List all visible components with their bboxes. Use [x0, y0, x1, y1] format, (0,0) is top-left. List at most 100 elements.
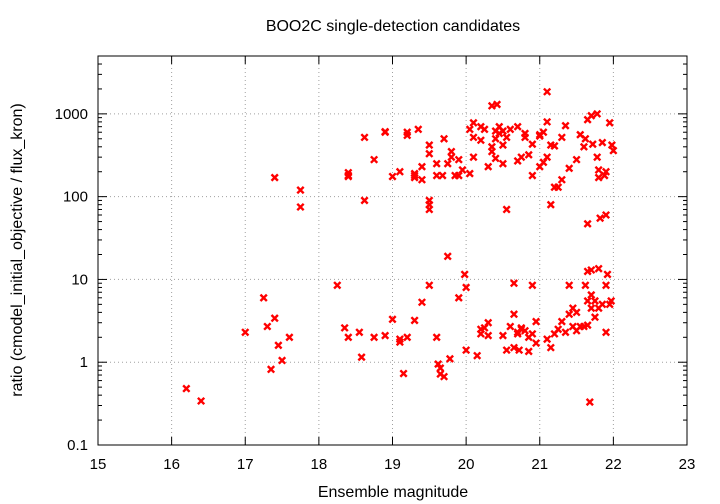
data-point	[561, 328, 570, 337]
data-point	[532, 339, 541, 348]
x-axis-label: Ensemble magnitude	[318, 484, 468, 501]
data-point	[596, 214, 605, 223]
data-point	[480, 125, 489, 134]
data-point	[417, 298, 426, 307]
data-point	[381, 331, 390, 340]
data-point	[554, 325, 563, 334]
data-point	[388, 315, 397, 324]
data-point	[587, 290, 596, 299]
data-point	[601, 167, 611, 176]
data-point	[498, 127, 507, 136]
data-point	[370, 333, 379, 342]
data-point	[410, 169, 419, 178]
data-point	[443, 252, 452, 261]
data-point	[439, 372, 449, 381]
data-point	[414, 125, 423, 134]
data-point	[278, 356, 287, 365]
data-point	[357, 353, 366, 362]
y-axis-label: ratio (cmodel_initial_objective / flux_k…	[9, 103, 26, 396]
data-point	[270, 314, 279, 323]
data-point	[454, 293, 463, 302]
data-point	[587, 304, 596, 313]
data-point	[607, 141, 616, 150]
data-point	[432, 333, 441, 342]
data-point	[517, 153, 526, 162]
data-point	[587, 111, 596, 120]
data-point	[285, 333, 294, 342]
data-point	[432, 159, 441, 168]
data-point	[509, 343, 519, 352]
grid-lines	[98, 56, 687, 445]
data-point	[381, 127, 390, 136]
data-point	[590, 296, 600, 305]
data-point	[425, 281, 434, 290]
data-point	[585, 398, 594, 407]
data-point	[296, 202, 305, 212]
data-point	[524, 150, 533, 159]
data-point	[539, 128, 548, 137]
data-point	[333, 281, 342, 290]
data-point	[498, 141, 507, 150]
data-point	[197, 396, 206, 406]
data-point	[403, 333, 412, 342]
data-point	[462, 346, 471, 355]
data-point	[509, 279, 519, 288]
data-point	[462, 283, 471, 292]
x-tick-label: 18	[311, 456, 328, 473]
data-point	[344, 172, 353, 181]
data-point	[532, 317, 541, 326]
data-point	[605, 118, 614, 127]
data-point	[465, 125, 474, 134]
data-point	[270, 173, 279, 182]
data-point	[524, 347, 533, 356]
data-point	[601, 281, 611, 290]
data-point	[543, 335, 552, 344]
data-point	[458, 165, 467, 175]
data-point	[502, 346, 511, 355]
y-tick-label: 1	[80, 354, 88, 371]
data-point	[579, 142, 588, 151]
data-point	[565, 281, 574, 290]
data-point	[554, 183, 563, 192]
y-tick-label: 0.1	[67, 437, 88, 454]
data-point	[476, 136, 485, 145]
x-axis-tick-labels: 15 16 17 18 19 20 21 22 23	[90, 456, 696, 473]
data-point	[546, 343, 555, 352]
data-point	[487, 147, 496, 156]
data-point	[360, 133, 369, 142]
data-point	[565, 164, 574, 173]
data-point	[340, 323, 349, 332]
data-point	[241, 328, 250, 337]
data-points	[182, 87, 618, 407]
data-point	[469, 153, 478, 162]
data-point	[491, 154, 500, 163]
data-point	[388, 172, 397, 181]
data-point	[492, 100, 502, 109]
data-point	[598, 138, 607, 147]
data-point	[502, 133, 511, 142]
data-point	[410, 316, 419, 325]
data-point	[436, 364, 445, 373]
data-point	[454, 155, 463, 164]
data-point	[425, 196, 434, 205]
data-point	[509, 310, 519, 319]
data-point	[445, 354, 454, 363]
data-point	[438, 171, 447, 180]
data-point	[581, 281, 590, 290]
x-tick-label: 22	[605, 456, 622, 473]
data-point	[594, 165, 603, 175]
data-point	[266, 365, 276, 374]
data-point	[528, 281, 537, 290]
data-point	[603, 270, 612, 279]
data-point	[513, 122, 522, 131]
x-tick-label: 21	[531, 456, 548, 473]
data-point	[594, 173, 603, 182]
data-point	[484, 162, 493, 171]
data-point	[425, 141, 434, 150]
data-point	[550, 141, 559, 150]
data-point	[399, 369, 408, 378]
data-point	[557, 317, 566, 326]
data-point	[561, 121, 570, 130]
x-tick-label: 19	[384, 456, 401, 473]
data-point	[469, 133, 478, 142]
